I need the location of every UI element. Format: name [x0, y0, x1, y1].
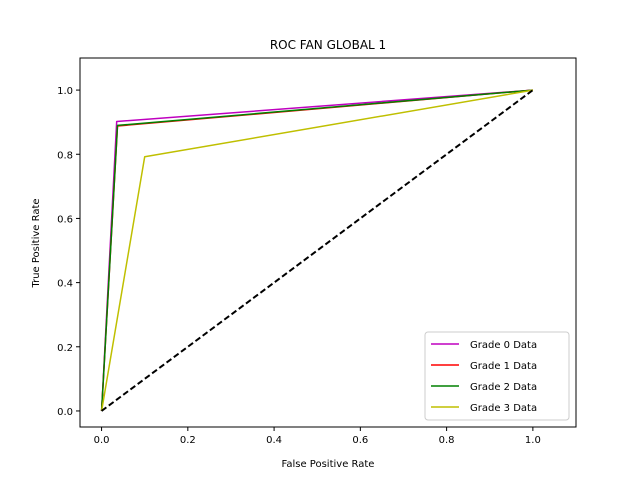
x-tick-label: 0.8 [439, 435, 455, 446]
axes-frame [79, 57, 577, 428]
y-tick-label: 0.0 [57, 407, 73, 418]
legend-label: Grade 3 Data [470, 403, 537, 414]
x-tick-label: 0.4 [266, 435, 282, 446]
plot-area [100, 89, 534, 412]
x-tick-label: 0.6 [352, 435, 368, 446]
y-tick-label: 0.2 [57, 343, 73, 354]
series-line-grade-3 [100, 89, 534, 412]
legend-label: Grade 1 Data [470, 361, 537, 372]
chart-title: ROC FAN GLOBAL 1 [270, 38, 386, 52]
y-tick-label: 0.6 [57, 214, 73, 225]
y-tick-label: 1.0 [57, 86, 73, 97]
x-tick-label: 1.0 [525, 435, 541, 446]
x-axis-label: False Positive Rate [282, 459, 375, 470]
y-tick-label: 0.8 [57, 150, 73, 161]
legend-label: Grade 0 Data [470, 340, 537, 351]
legend: Grade 0 Data Grade 1 Data Grade 2 Data Grad… [424, 331, 570, 421]
legend-box [424, 331, 570, 421]
axis-ticks: 0.0 0.2 0.4 0.6 0.8 1.0 0.0 0.2 0.4 0.6 0.8 1.0 [57, 86, 541, 446]
y-tick-label: 0.4 [57, 279, 73, 290]
legend-label: Grade 2 Data [470, 382, 537, 393]
y-axis-label: True Positive Rate [31, 198, 42, 288]
x-tick-label: 0.2 [180, 435, 196, 446]
series-line-grade-2 [100, 89, 533, 412]
x-tick-label: 0.0 [94, 435, 110, 446]
